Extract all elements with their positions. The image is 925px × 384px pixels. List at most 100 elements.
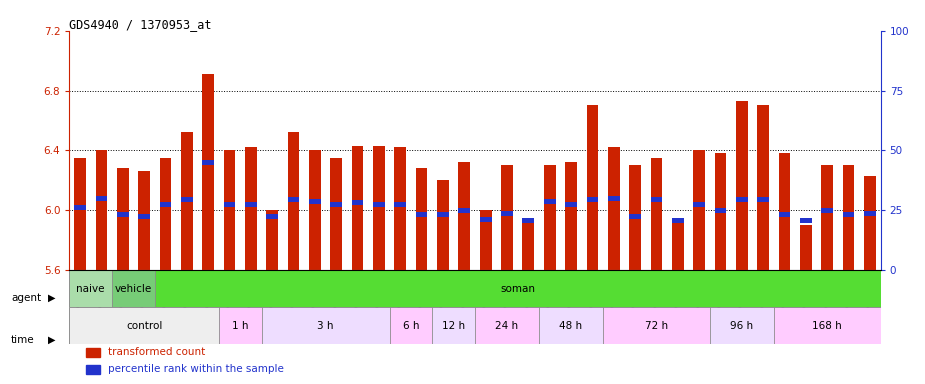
Bar <box>394 202 406 207</box>
Bar <box>774 307 881 344</box>
Bar <box>672 218 684 223</box>
Bar <box>224 151 235 270</box>
Bar <box>864 210 876 216</box>
Bar <box>95 195 107 201</box>
Bar <box>309 151 321 270</box>
Bar <box>438 212 449 217</box>
Bar <box>69 270 112 307</box>
Bar <box>181 197 192 202</box>
Bar <box>672 222 684 270</box>
Bar <box>74 205 86 210</box>
Bar <box>415 168 427 270</box>
Text: 1 h: 1 h <box>232 321 249 331</box>
Bar <box>245 202 257 207</box>
Bar <box>160 158 171 270</box>
Text: agent: agent <box>11 293 42 303</box>
Bar <box>709 307 774 344</box>
Text: transformed count: transformed count <box>108 347 205 357</box>
Bar <box>608 195 620 201</box>
Bar <box>117 212 129 217</box>
Bar <box>181 132 192 270</box>
Bar <box>117 168 129 270</box>
Bar <box>565 202 577 207</box>
Bar <box>330 202 342 207</box>
Text: vehicle: vehicle <box>115 284 152 294</box>
Bar <box>715 153 726 270</box>
Bar <box>95 151 107 270</box>
Text: 12 h: 12 h <box>442 321 465 331</box>
Bar <box>544 199 556 204</box>
Bar <box>779 153 790 270</box>
Text: soman: soman <box>500 284 536 294</box>
Bar <box>480 217 491 222</box>
Bar <box>138 171 150 270</box>
Bar <box>330 158 342 270</box>
Bar <box>800 225 812 270</box>
Bar <box>288 132 300 270</box>
Bar <box>501 165 512 270</box>
Bar <box>843 212 855 217</box>
Bar <box>309 199 321 204</box>
Bar <box>432 307 475 344</box>
Bar <box>86 348 100 357</box>
Bar <box>650 197 662 202</box>
Bar <box>758 106 769 270</box>
Bar <box>394 147 406 270</box>
Bar <box>779 212 790 217</box>
Bar <box>800 218 812 223</box>
Bar <box>266 210 278 270</box>
Bar <box>693 202 705 207</box>
Bar <box>245 147 257 270</box>
Bar <box>523 218 535 270</box>
Bar <box>262 307 389 344</box>
Text: GDS4940 / 1370953_at: GDS4940 / 1370953_at <box>69 18 212 31</box>
Bar <box>154 270 881 307</box>
Text: ▶: ▶ <box>48 293 55 303</box>
Text: 48 h: 48 h <box>560 321 583 331</box>
Bar <box>629 214 641 219</box>
Bar <box>843 165 855 270</box>
Text: 24 h: 24 h <box>496 321 519 331</box>
Text: 168 h: 168 h <box>812 321 842 331</box>
Bar <box>415 212 427 217</box>
Bar <box>480 210 491 270</box>
Text: naive: naive <box>77 284 105 294</box>
Bar <box>565 162 577 270</box>
Text: control: control <box>126 321 162 331</box>
Bar <box>475 307 539 344</box>
Bar <box>821 207 833 213</box>
Bar <box>219 307 262 344</box>
Text: 6 h: 6 h <box>402 321 419 331</box>
Text: time: time <box>11 335 35 345</box>
Bar <box>224 202 235 207</box>
Bar <box>373 202 385 207</box>
Bar <box>693 151 705 270</box>
Bar <box>758 197 769 202</box>
Bar <box>539 307 603 344</box>
Bar <box>352 200 364 205</box>
Bar <box>86 365 100 374</box>
Bar <box>389 307 432 344</box>
Bar <box>864 176 876 270</box>
Bar <box>586 106 598 270</box>
Bar <box>544 165 556 270</box>
Bar <box>715 207 726 213</box>
Bar <box>438 180 449 270</box>
Bar <box>736 197 747 202</box>
Text: percentile rank within the sample: percentile rank within the sample <box>108 364 284 374</box>
Bar <box>160 202 171 207</box>
Bar <box>586 197 598 202</box>
Bar <box>373 146 385 270</box>
Text: ▶: ▶ <box>48 335 55 345</box>
Text: 72 h: 72 h <box>645 321 668 331</box>
Bar <box>138 214 150 219</box>
Text: 3 h: 3 h <box>317 321 334 331</box>
Bar <box>501 210 512 216</box>
Bar <box>650 158 662 270</box>
Bar <box>629 165 641 270</box>
Bar <box>69 307 219 344</box>
Bar <box>203 74 214 270</box>
Bar <box>288 197 300 202</box>
Bar <box>203 160 214 165</box>
Bar <box>736 101 747 270</box>
